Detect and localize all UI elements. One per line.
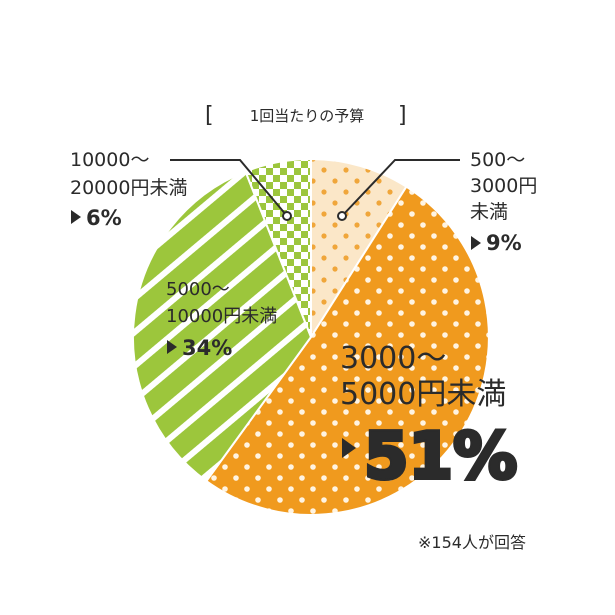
pie-slices (132, 157, 490, 516)
slice-label-line: 10000円未満 (166, 306, 277, 327)
chart-title-group: [ 1回当たりの予算 ] (205, 103, 407, 128)
leader-dot-10000 (282, 211, 292, 221)
slice-label-line: 5000〜 (166, 279, 230, 300)
slice-label-line: 3000円 (470, 175, 537, 197)
title-bracket-right: ] (398, 103, 407, 128)
chart-title: 1回当たりの予算 (250, 107, 365, 125)
slice-label-line: 20000円未満 (70, 177, 187, 199)
leader-line-10000 (170, 159, 288, 217)
slice-label-line: 3000〜 (340, 341, 446, 376)
slice-label-line: 5000円未満 (340, 377, 506, 412)
pointer-triangle (342, 438, 356, 458)
leader-lines (170, 159, 460, 217)
label-5000-10000: 5000〜 10000円未満 34% (166, 279, 277, 360)
label-3000-5000: 3000〜 5000円未満 51% (340, 341, 519, 496)
pointer-triangle (71, 210, 81, 224)
pointer-triangle (167, 340, 177, 354)
title-bracket-left: [ (205, 103, 214, 128)
pie-slice (310, 157, 408, 341)
leader-dot-500 (337, 211, 347, 221)
pie-slice (132, 170, 313, 483)
label-500-3000: 500〜 3000円 未満 9% (470, 149, 537, 255)
pointer-triangle (471, 236, 481, 250)
slice-label-line: 10000〜 (70, 149, 149, 171)
pie-slice (204, 185, 490, 516)
footnote: ※154人が回答 (418, 533, 526, 552)
slice-value-label: 9% (486, 231, 522, 255)
slice-label-line: 未満 (470, 201, 508, 223)
slice-value-label: 34% (182, 336, 232, 360)
leader-line-500 (341, 159, 460, 217)
slice-value-label: 6% (86, 206, 122, 230)
pie-slice (244, 157, 312, 338)
slice-label-line: 500〜 (470, 149, 525, 171)
slice-value-label: 51% (364, 420, 517, 494)
label-10000-20000: 10000〜 20000円未満 6% (70, 149, 187, 230)
